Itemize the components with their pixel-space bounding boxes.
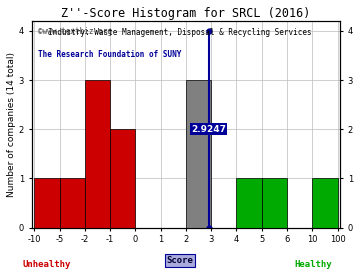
Bar [59, 178, 85, 228]
Bar [262, 178, 287, 228]
Bar [312, 178, 338, 228]
Text: 2.9247: 2.9247 [191, 125, 226, 134]
Text: Healthy: Healthy [294, 260, 332, 269]
Text: Industry: Waste Management, Disposal & Recycling Services: Industry: Waste Management, Disposal & R… [48, 28, 312, 37]
Text: ©www.textbiz.org: ©www.textbiz.org [38, 27, 112, 36]
Bar [186, 80, 211, 228]
Title: Z''-Score Histogram for SRCL (2016): Z''-Score Histogram for SRCL (2016) [61, 7, 311, 20]
Y-axis label: Number of companies (14 total): Number of companies (14 total) [7, 52, 16, 197]
Bar [110, 129, 135, 228]
Bar [34, 178, 59, 228]
Text: Score: Score [167, 256, 193, 265]
Bar [85, 80, 110, 228]
Bar [237, 178, 262, 228]
Text: Unhealthy: Unhealthy [23, 260, 71, 269]
Text: The Research Foundation of SUNY: The Research Foundation of SUNY [38, 50, 181, 59]
